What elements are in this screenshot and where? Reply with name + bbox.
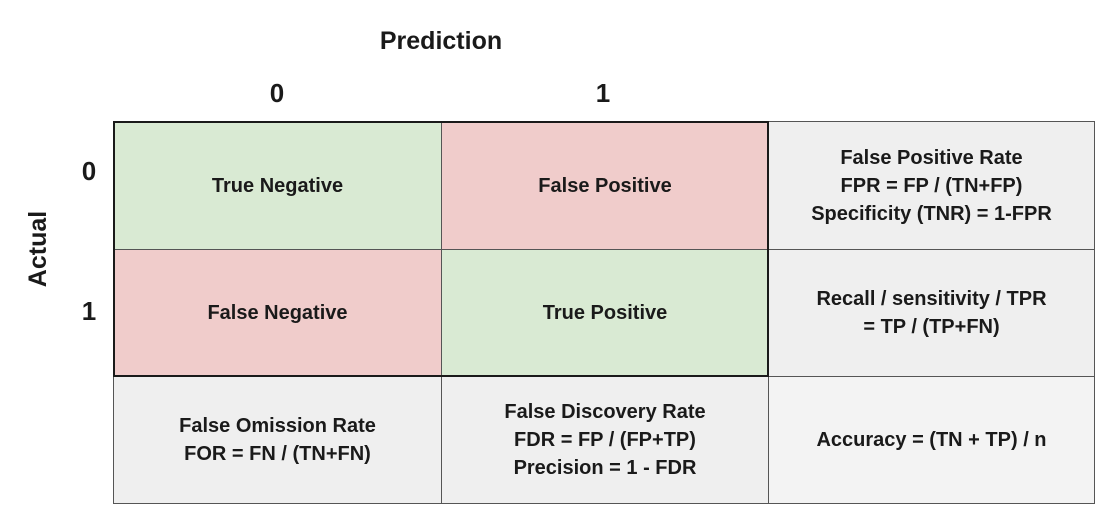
true-positive-cell: True Positive	[441, 249, 769, 377]
for-metric-cell: False Omission Rate FOR = FN / (TN+FN)	[113, 376, 442, 504]
false-positive-cell: False Positive	[441, 121, 769, 250]
fdr-title: False Discovery Rate	[504, 401, 706, 423]
precision-formula: Precision = 1 - FDR	[513, 457, 697, 479]
prediction-axis-title: Prediction	[379, 27, 503, 55]
false-negative-label: False Negative	[207, 302, 348, 324]
fpr-metric-cell: False Positive Rate FPR = FP / (TN+FP) S…	[768, 121, 1095, 250]
recall-title: Recall / sensitivity / TPR	[816, 288, 1047, 310]
specificity-formula: Specificity (TNR) = 1-FPR	[811, 202, 1052, 225]
actual-0-label: 0	[81, 156, 97, 186]
for-title: False Omission Rate	[179, 415, 376, 437]
accuracy-cell: Accuracy = (TN + TP) / n	[768, 376, 1095, 504]
true-negative-label: True Negative	[211, 174, 344, 197]
accuracy-formula: Accuracy = (TN + TP) / n	[816, 429, 1047, 451]
fpr-title: False Positive Rate	[840, 146, 1023, 169]
actual-1-label: 1	[81, 296, 97, 326]
actual-axis-title: Actual	[24, 210, 52, 288]
fdr-formula: FDR = FP / (FP+TP)	[514, 429, 696, 451]
recall-formula: = TP / (TP+FN)	[863, 316, 1000, 338]
prediction-0-label: 0	[269, 78, 285, 108]
false-negative-cell: False Negative	[113, 249, 442, 377]
recall-metric-cell: Recall / sensitivity / TPR = TP / (TP+FN…	[768, 249, 1095, 377]
fpr-formula: FPR = FP / (TN+FP)	[840, 174, 1023, 197]
fdr-metric-cell: False Discovery Rate FDR = FP / (FP+TP) …	[441, 376, 769, 504]
for-formula: FOR = FN / (TN+FN)	[184, 443, 371, 465]
true-negative-cell: True Negative	[113, 121, 442, 250]
false-positive-label: False Positive	[538, 174, 672, 197]
prediction-1-label: 1	[595, 78, 611, 108]
true-positive-label: True Positive	[542, 302, 668, 324]
